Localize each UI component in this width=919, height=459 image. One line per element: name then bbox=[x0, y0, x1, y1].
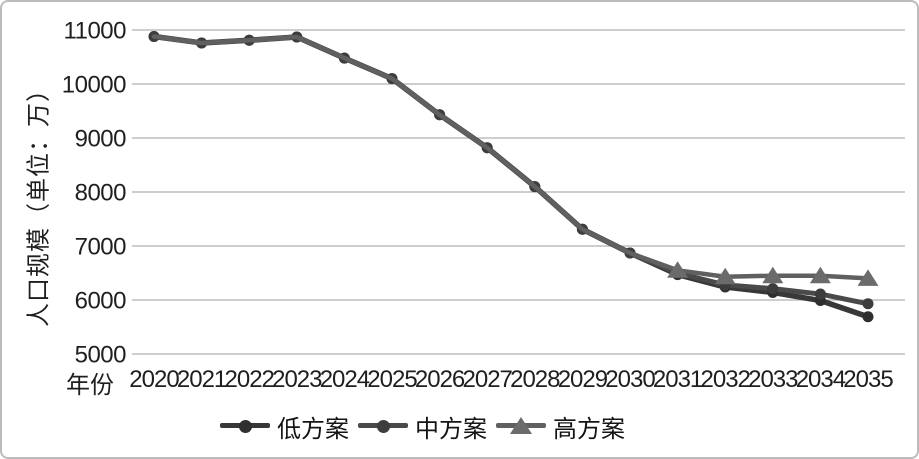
legend-label: 高方案 bbox=[553, 415, 625, 443]
x-tick-label: 2029 bbox=[558, 366, 608, 393]
marker-circle-中方案 bbox=[767, 283, 779, 295]
marker-triangle-高方案 bbox=[809, 266, 831, 284]
legend-label: 中方案 bbox=[415, 415, 487, 443]
legend-item-中方案: 中方案 bbox=[358, 409, 487, 444]
x-tick-label: 2027 bbox=[463, 366, 513, 393]
y-tick-label: 8000 bbox=[75, 180, 127, 207]
x-tick-label: 2021 bbox=[177, 366, 227, 393]
legend-circle-marker-icon bbox=[220, 415, 270, 437]
marker-circle-低方案 bbox=[862, 311, 874, 323]
legend-item-低方案: 低方案 bbox=[220, 409, 349, 444]
y-tick-label: 6000 bbox=[75, 288, 127, 315]
x-tick-label: 2031 bbox=[653, 366, 703, 393]
marker-circle-中方案 bbox=[862, 298, 874, 310]
y-tick-label: 11000 bbox=[64, 18, 127, 45]
marker-circle-中方案 bbox=[814, 288, 826, 300]
legend-circle-marker-icon bbox=[358, 415, 408, 437]
x-tick-label: 2028 bbox=[510, 366, 560, 393]
x-tick-label: 2034 bbox=[796, 366, 846, 393]
x-tick-label: 2035 bbox=[843, 366, 893, 393]
y-tick-label: 7000 bbox=[75, 234, 127, 261]
x-axis-title: 年份 bbox=[66, 372, 114, 399]
x-tick-label: 2030 bbox=[605, 366, 655, 393]
x-tick-label: 2023 bbox=[272, 366, 322, 393]
y-tick-label: 5000 bbox=[75, 342, 127, 369]
legend-item-高方案: 高方案 bbox=[496, 409, 625, 444]
legend-triangle-marker-icon bbox=[496, 415, 546, 437]
x-tick-label: 2024 bbox=[320, 366, 370, 393]
x-tick-label: 2026 bbox=[415, 366, 465, 393]
marker-triangle-高方案 bbox=[857, 269, 879, 286]
series-line-中方案 bbox=[151, 33, 871, 307]
marker-triangle-高方案 bbox=[667, 261, 689, 278]
x-tick-label: 2033 bbox=[748, 366, 798, 393]
y-tick-label: 9000 bbox=[75, 126, 127, 153]
x-tick-label: 2032 bbox=[701, 366, 751, 393]
x-tick-label: 2020 bbox=[129, 366, 179, 393]
legend: 低方案 中方案 高方案 bbox=[220, 408, 625, 444]
series-line-高方案 bbox=[151, 34, 871, 281]
marker-triangle-高方案 bbox=[762, 266, 784, 284]
marker-triangle-高方案 bbox=[714, 267, 736, 285]
x-tick-label: 2022 bbox=[225, 366, 275, 393]
y-tick-label: 10000 bbox=[62, 72, 126, 99]
legend-label: 低方案 bbox=[277, 415, 349, 443]
x-tick-label: 2025 bbox=[367, 366, 417, 393]
y-axis-title: 人口规模（单位：万） bbox=[25, 77, 53, 327]
